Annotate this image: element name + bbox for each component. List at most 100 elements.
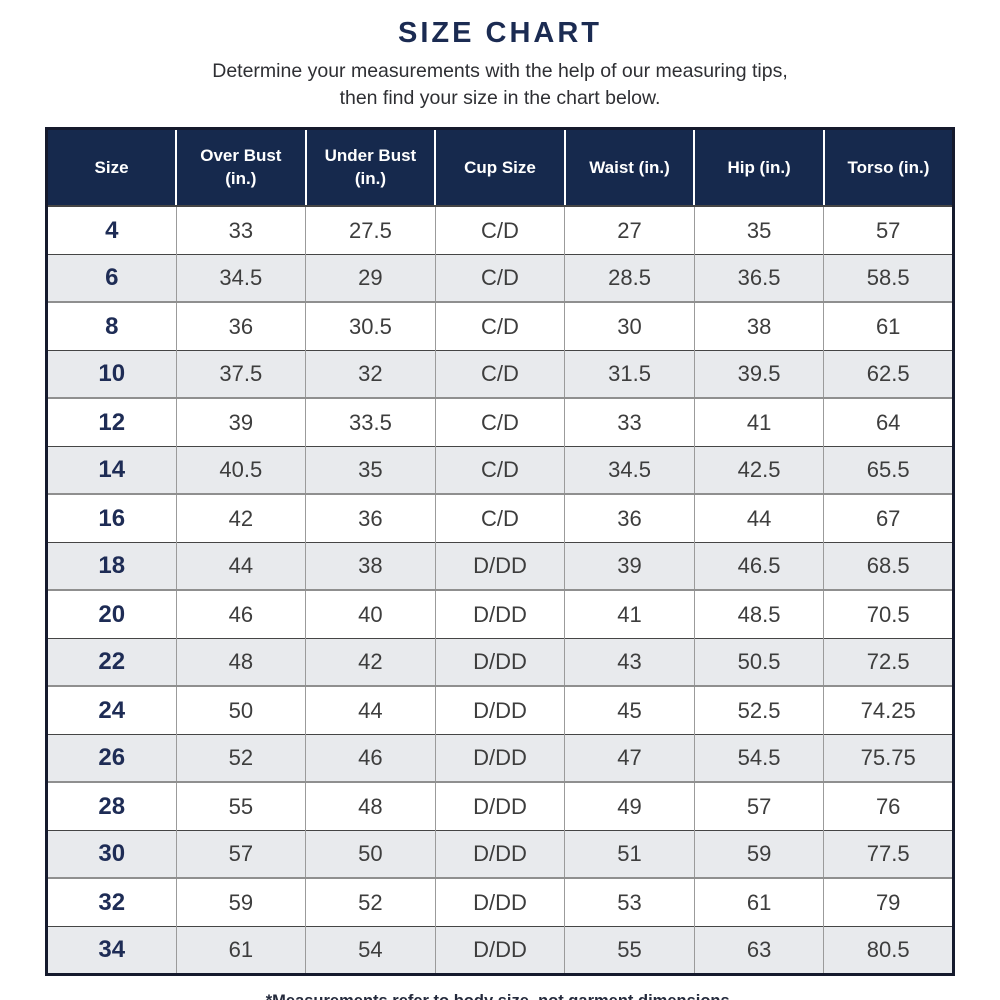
value-cell: 27.5: [305, 205, 436, 255]
footnote: *Measurements refer to body size, not ga…: [0, 992, 1000, 1000]
table-row: 26 52 46 D/DD 47 54.5 75.75: [46, 733, 954, 784]
value-cell: 67: [823, 493, 954, 543]
value-cell: 29: [305, 253, 436, 304]
value-cell: 43: [564, 637, 695, 688]
value-cell: 30: [564, 301, 695, 351]
value-cell: 52: [305, 877, 436, 927]
value-cell: 55: [175, 781, 306, 831]
value-cell: C/D: [434, 445, 565, 496]
value-cell: 36: [175, 301, 306, 351]
value-cell: 57: [175, 829, 306, 880]
value-cell: 70.5: [823, 589, 954, 639]
value-cell: 62.5: [823, 349, 954, 400]
value-cell: 42: [305, 637, 436, 688]
size-cell: 34: [46, 925, 177, 976]
value-cell: 76: [823, 781, 954, 831]
page-subtitle: Determine your measurements with the hel…: [0, 58, 1000, 112]
value-cell: 40.5: [175, 445, 306, 496]
table-row: 22 48 42 D/DD 43 50.5 72.5: [46, 637, 954, 688]
value-cell: 63: [693, 925, 824, 976]
value-cell: 61: [693, 877, 824, 927]
value-cell: 64: [823, 397, 954, 447]
value-cell: 53: [564, 877, 695, 927]
value-cell: 50: [175, 685, 306, 735]
column-header: Under Bust (in.): [304, 128, 436, 208]
value-cell: C/D: [434, 493, 565, 543]
value-cell: D/DD: [434, 733, 565, 784]
value-cell: 36.5: [693, 253, 824, 304]
value-cell: 39.5: [693, 349, 824, 400]
value-cell: D/DD: [434, 877, 565, 927]
value-cell: 39: [175, 397, 306, 447]
value-cell: 37.5: [175, 349, 306, 400]
value-cell: 33.5: [305, 397, 436, 447]
value-cell: 55: [564, 925, 695, 976]
value-cell: 46: [175, 589, 306, 639]
value-cell: 54.5: [693, 733, 824, 784]
value-cell: 65.5: [823, 445, 954, 496]
value-cell: C/D: [434, 301, 565, 351]
table-row: 4 33 27.5 C/D 27 35 57: [46, 205, 954, 255]
value-cell: 50.5: [693, 637, 824, 688]
value-cell: 58.5: [823, 253, 954, 304]
column-header: Torso (in.): [822, 128, 954, 208]
size-cell: 18: [46, 541, 177, 592]
subtitle-line-2: then find your size in the chart below.: [339, 86, 661, 109]
value-cell: 40: [305, 589, 436, 639]
value-cell: 38: [693, 301, 824, 351]
table-row: 32 59 52 D/DD 53 61 79: [46, 877, 954, 927]
value-cell: D/DD: [434, 637, 565, 688]
size-cell: 30: [46, 829, 177, 880]
size-cell: 32: [46, 877, 177, 927]
value-cell: 48: [175, 637, 306, 688]
value-cell: 33: [175, 205, 306, 255]
value-cell: 59: [693, 829, 824, 880]
value-cell: 57: [823, 205, 954, 255]
value-cell: 38: [305, 541, 436, 592]
value-cell: 46: [305, 733, 436, 784]
value-cell: D/DD: [434, 589, 565, 639]
size-cell: 14: [46, 445, 177, 496]
value-cell: D/DD: [434, 541, 565, 592]
table-row: 18 44 38 D/DD 39 46.5 68.5: [46, 541, 954, 592]
table-row: 24 50 44 D/DD 45 52.5 74.25: [46, 685, 954, 735]
table-row: 8 36 30.5 C/D 30 38 61: [46, 301, 954, 351]
size-cell: 4: [46, 205, 177, 255]
table-row: 16 42 36 C/D 36 44 67: [46, 493, 954, 543]
value-cell: 51: [564, 829, 695, 880]
value-cell: 54: [305, 925, 436, 976]
value-cell: 31.5: [564, 349, 695, 400]
size-cell: 22: [46, 637, 177, 688]
value-cell: 48.5: [693, 589, 824, 639]
value-cell: 30.5: [305, 301, 436, 351]
value-cell: 33: [564, 397, 695, 447]
value-cell: 50: [305, 829, 436, 880]
value-cell: 32: [305, 349, 436, 400]
value-cell: 79: [823, 877, 954, 927]
column-header: Over Bust (in.): [175, 128, 306, 208]
size-cell: 6: [46, 253, 177, 304]
size-cell: 24: [46, 685, 177, 735]
value-cell: 35: [305, 445, 436, 496]
value-cell: 52.5: [693, 685, 824, 735]
value-cell: D/DD: [434, 829, 565, 880]
value-cell: 61: [823, 301, 954, 351]
size-cell: 20: [46, 589, 177, 639]
size-cell: 10: [46, 349, 177, 400]
value-cell: 42.5: [693, 445, 824, 496]
header-row: Size Over Bust (in.) Under Bust (in.) Cup S…: [46, 128, 954, 208]
value-cell: 57: [693, 781, 824, 831]
value-cell: 28.5: [564, 253, 695, 304]
value-cell: D/DD: [434, 685, 565, 735]
value-cell: 44: [175, 541, 306, 592]
subtitle-line-1: Determine your measurements with the hel…: [212, 60, 788, 82]
value-cell: 34.5: [175, 253, 306, 304]
value-cell: 41: [693, 397, 824, 447]
size-table-body: 4 33 27.5 C/D 27 35 57 6 34.5 29 C/D 28.5 36.5 58.5 8 3…: [46, 205, 954, 976]
column-header: Waist (in.): [563, 128, 695, 208]
value-cell: 80.5: [823, 925, 954, 976]
value-cell: 61: [175, 925, 306, 976]
value-cell: C/D: [434, 205, 565, 255]
value-cell: 72.5: [823, 637, 954, 688]
table-row: 20 46 40 D/DD 41 48.5 70.5: [46, 589, 954, 639]
